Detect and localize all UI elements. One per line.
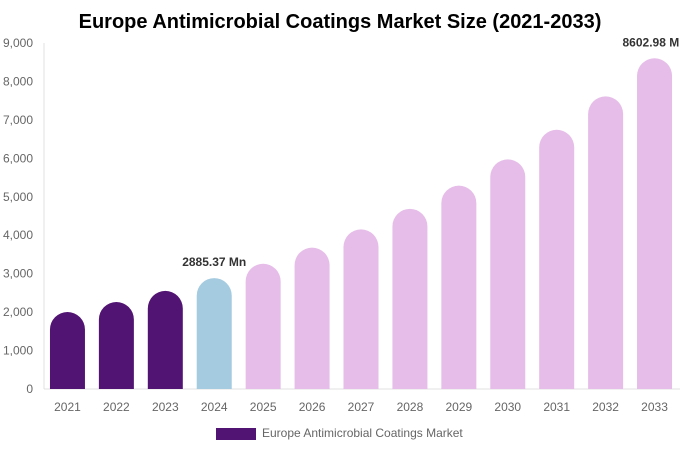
bar-2032[interactable] <box>588 96 624 390</box>
x-tick-label: 2028 <box>397 400 424 414</box>
x-tick-label: 2025 <box>250 400 277 414</box>
y-tick-label: 8,000 <box>3 74 33 88</box>
bar-2025[interactable] <box>245 263 281 389</box>
bar-2027[interactable] <box>343 229 379 389</box>
x-tick-label: 2030 <box>494 400 521 414</box>
bar-2030[interactable] <box>490 159 526 389</box>
bar-2029[interactable] <box>441 185 477 389</box>
y-tick-label: 4,000 <box>3 228 33 242</box>
bar-2023[interactable] <box>147 290 183 389</box>
bar-2021[interactable] <box>49 311 85 389</box>
bar-2028[interactable] <box>392 208 428 389</box>
data-labels: 2885.37 Mn 8602.98 Mn <box>182 35 680 269</box>
y-tick-label: 6,000 <box>3 151 33 165</box>
y-tick-label: 3,000 <box>3 267 33 281</box>
x-tick-label: 2029 <box>445 400 472 414</box>
bar-2026[interactable] <box>294 247 330 389</box>
x-tick-label: 2022 <box>103 400 130 414</box>
x-tick-label: 2026 <box>299 400 326 414</box>
y-tick-label: 1,000 <box>3 344 33 358</box>
chart-title: Europe Antimicrobial Coatings Market Siz… <box>79 11 602 33</box>
y-tick-label: 0 <box>26 382 33 396</box>
x-tick-label: 2027 <box>348 400 375 414</box>
y-axis: 0 1,000 2,000 3,000 4,000 5,000 6,000 7,000 8,00… <box>3 36 45 396</box>
y-tick-label: 7,000 <box>3 113 33 127</box>
legend-label: Europe Antimicrobial Coatings Market <box>262 426 463 440</box>
legend[interactable]: Europe Antimicrobial Coatings Market <box>216 426 463 440</box>
x-tick-label: 2024 <box>201 400 228 414</box>
bar-2024[interactable] <box>196 278 232 389</box>
x-axis: 2021 2022 2023 2024 2025 2026 2027 2028 2029 2030… <box>44 388 680 414</box>
data-label-2033: 8602.98 Mn <box>623 35 680 49</box>
y-tick-label: 5,000 <box>3 190 33 204</box>
y-tick-label: 2,000 <box>3 305 33 319</box>
x-tick-label: 2021 <box>54 400 81 414</box>
legend-swatch <box>216 428 256 440</box>
bar-2022[interactable] <box>98 302 134 389</box>
y-tick-label: 9,000 <box>3 36 33 50</box>
bar-2031[interactable] <box>539 129 575 389</box>
x-tick-label: 2033 <box>641 400 668 414</box>
x-tick-label: 2023 <box>152 400 179 414</box>
bar-2033[interactable] <box>637 58 673 389</box>
x-tick-label: 2031 <box>543 400 570 414</box>
data-label-2024: 2885.37 Mn <box>182 255 246 269</box>
x-tick-label: 2032 <box>592 400 619 414</box>
bars <box>49 58 673 390</box>
